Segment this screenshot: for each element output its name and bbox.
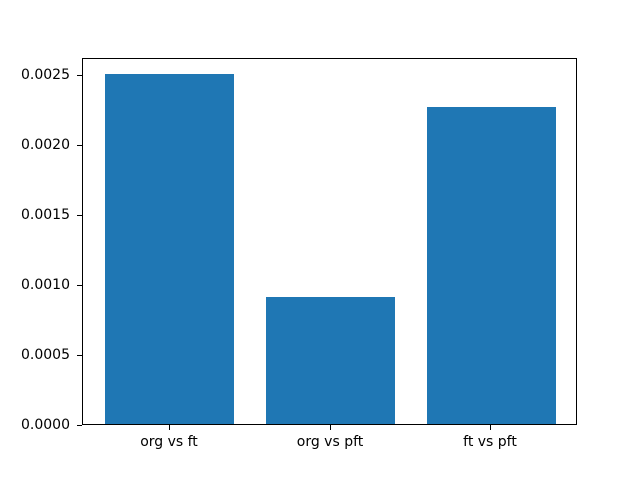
plot-area: [82, 58, 577, 425]
y-axis-tick-mark: [77, 215, 82, 216]
x-axis-tick-label: org vs pft: [296, 434, 364, 450]
y-axis-tick-label: 0.0010: [21, 277, 70, 293]
bar-org-vs-pft: [266, 297, 395, 424]
y-axis-tick-mark: [77, 75, 82, 76]
y-axis-tick-label: 0.0005: [21, 347, 70, 363]
x-axis-tick-label: ft vs pft: [463, 434, 517, 450]
y-axis-tick-mark: [77, 425, 82, 426]
bar-ft-vs-pft: [427, 107, 556, 424]
x-axis-tick-label: org vs ft: [140, 434, 198, 450]
y-axis-tick-mark: [77, 285, 82, 286]
y-axis-tick-mark: [77, 145, 82, 146]
x-axis-tick-mark: [330, 425, 331, 430]
y-axis-tick-mark: [77, 355, 82, 356]
y-axis-tick-label: 0.0000: [21, 417, 70, 433]
y-axis-tick-label: 0.0025: [21, 67, 70, 83]
y-axis-tick-label: 0.0020: [21, 137, 70, 153]
bar-org-vs-ft: [105, 74, 234, 424]
x-axis-tick-mark: [490, 425, 491, 430]
y-axis-tick-label: 0.0015: [21, 207, 70, 223]
x-axis-tick-mark: [169, 425, 170, 430]
